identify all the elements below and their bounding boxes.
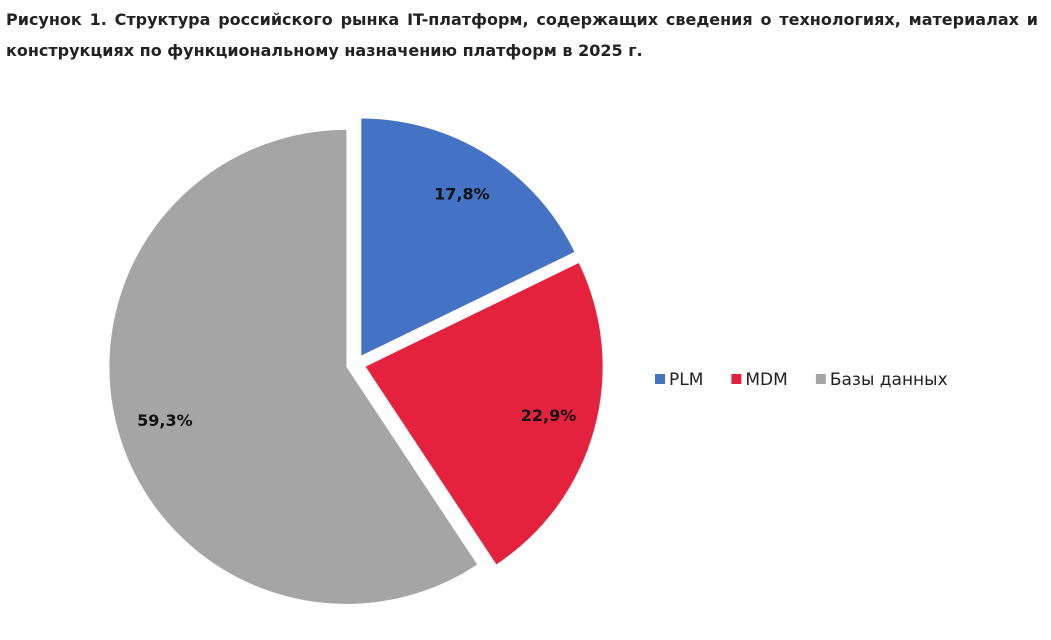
- legend-label: Базы данных: [830, 370, 948, 390]
- data-label: 22,9%: [521, 406, 577, 425]
- legend-swatch: [815, 374, 826, 384]
- data-label: 17,8%: [434, 184, 490, 203]
- pie-slice: [361, 118, 575, 356]
- legend-label: MDM: [745, 370, 787, 390]
- chart-title: Рисунок 1. Структура российского рынка I…: [6, 10, 1038, 60]
- pie-slice: [365, 263, 603, 565]
- legend-label: PLM: [669, 370, 703, 390]
- data-label: 59,3%: [137, 411, 193, 430]
- pie-slice: [109, 129, 478, 604]
- legend-swatch: [731, 374, 742, 384]
- legend-swatch: [655, 374, 665, 384]
